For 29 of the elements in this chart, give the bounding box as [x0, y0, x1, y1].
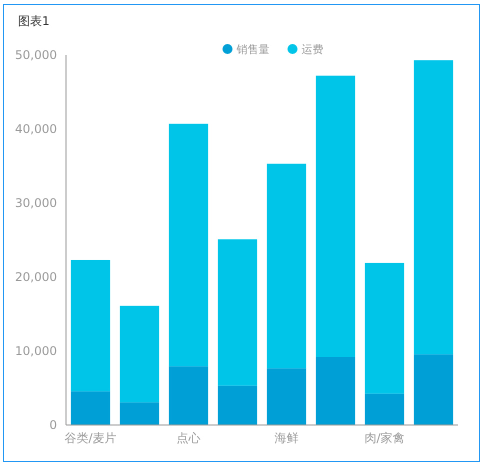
y-tick-label: 0	[49, 418, 57, 432]
legend-label: 销售量	[236, 43, 270, 56]
bar	[266, 164, 306, 368]
y-tick-label: 40,000	[15, 122, 57, 136]
bar	[168, 124, 208, 366]
x-tick-label: 海鲜	[274, 431, 298, 445]
bar	[316, 356, 356, 425]
bar	[70, 391, 110, 425]
y-tick-label: 10,000	[15, 344, 57, 358]
y-tick-label: 30,000	[15, 196, 57, 210]
chart-title: 图表1	[18, 14, 50, 28]
bar	[414, 354, 454, 425]
bar	[120, 306, 160, 402]
bar	[218, 239, 258, 386]
bar	[414, 60, 454, 354]
bar	[364, 394, 404, 425]
bar	[316, 76, 356, 357]
bar	[218, 386, 258, 425]
x-tick-label: 谷类/麦片	[64, 431, 117, 445]
x-tick-label: 点心	[176, 431, 200, 445]
y-tick-label: 20,000	[15, 270, 57, 284]
bar	[168, 366, 208, 425]
bar	[120, 402, 160, 425]
x-tick-label: 肉/家禽	[364, 431, 405, 445]
bar	[266, 368, 306, 425]
legend-label: 运费	[302, 43, 324, 56]
bar	[70, 260, 110, 392]
y-tick-label: 50,000	[15, 48, 57, 62]
bar	[364, 262, 404, 394]
